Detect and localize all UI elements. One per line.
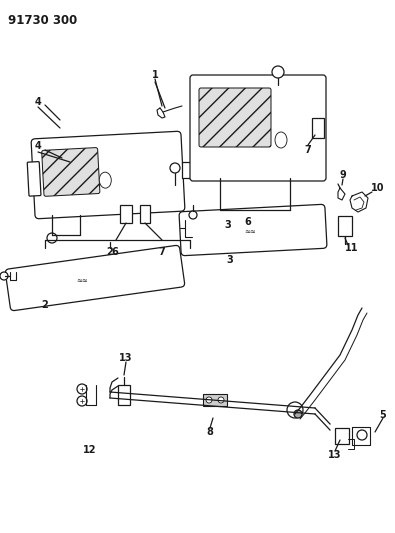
Text: 12: 12	[83, 445, 97, 455]
Text: ≈≈: ≈≈	[244, 229, 256, 235]
Circle shape	[294, 410, 302, 418]
Ellipse shape	[99, 172, 111, 188]
Circle shape	[189, 211, 197, 219]
FancyBboxPatch shape	[42, 148, 100, 196]
Circle shape	[206, 397, 212, 403]
Text: ≈≈: ≈≈	[76, 278, 88, 284]
Text: 4: 4	[35, 97, 41, 107]
Text: 3: 3	[227, 255, 233, 265]
Text: 7: 7	[305, 145, 311, 155]
Text: 2: 2	[107, 247, 113, 257]
Circle shape	[77, 396, 87, 406]
Text: 91730 300: 91730 300	[8, 14, 77, 27]
Bar	[312, 118, 324, 138]
Text: 9: 9	[340, 170, 346, 180]
Text: 6: 6	[112, 247, 118, 257]
Text: 7: 7	[159, 247, 166, 257]
Circle shape	[0, 272, 8, 280]
FancyBboxPatch shape	[190, 75, 326, 181]
Text: 1: 1	[152, 70, 158, 80]
Text: 5: 5	[380, 410, 386, 420]
Circle shape	[287, 402, 303, 418]
FancyBboxPatch shape	[199, 88, 271, 147]
Text: 8: 8	[207, 427, 213, 437]
Text: 11: 11	[345, 243, 359, 253]
FancyBboxPatch shape	[27, 161, 41, 196]
Bar	[182, 162, 192, 178]
Text: 13: 13	[119, 353, 133, 363]
Text: 6: 6	[245, 217, 251, 227]
Circle shape	[357, 430, 367, 440]
FancyBboxPatch shape	[6, 245, 184, 311]
FancyBboxPatch shape	[31, 131, 185, 219]
Bar	[335, 428, 349, 444]
Circle shape	[77, 384, 87, 394]
Bar	[118, 385, 130, 405]
Bar	[140, 205, 150, 223]
Bar	[203, 394, 227, 406]
Bar	[338, 216, 352, 236]
Circle shape	[272, 66, 284, 78]
Text: 10: 10	[371, 183, 385, 193]
Circle shape	[170, 163, 180, 173]
Circle shape	[47, 233, 57, 243]
Circle shape	[218, 397, 224, 403]
FancyBboxPatch shape	[179, 205, 327, 256]
Ellipse shape	[275, 132, 287, 148]
Text: 13: 13	[328, 450, 342, 460]
Text: 2: 2	[41, 300, 48, 310]
Bar	[120, 205, 132, 223]
Text: 3: 3	[225, 220, 231, 230]
Text: 4: 4	[35, 141, 41, 151]
